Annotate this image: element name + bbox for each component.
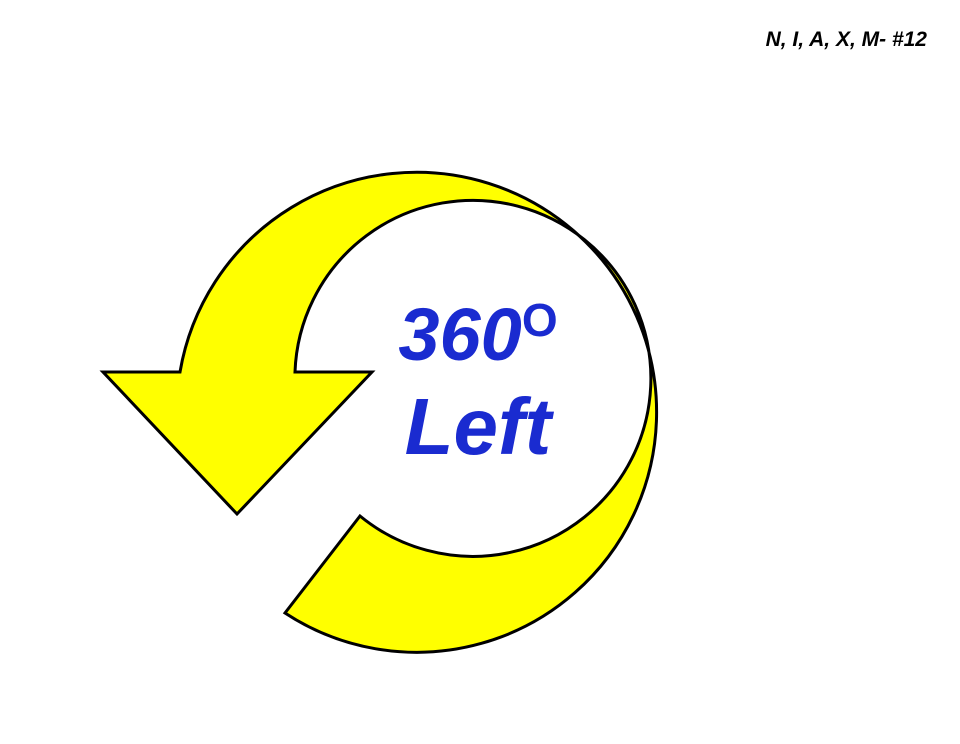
degree-mark: O <box>521 294 558 346</box>
counterclockwise-arrow-icon <box>99 170 659 654</box>
turn-degrees: 360 <box>398 293 522 376</box>
turn-degrees-line: 360O <box>383 276 573 379</box>
turn-instruction: 360O Left <box>383 276 573 475</box>
turn-direction: Left <box>404 382 552 471</box>
sign-code-label: N, I, A, X, M- #12 <box>765 28 927 51</box>
